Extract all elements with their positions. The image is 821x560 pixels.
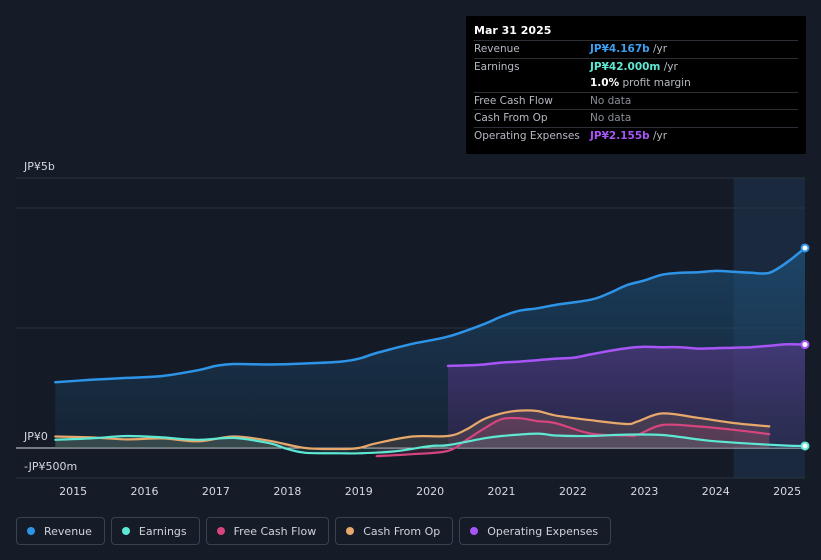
legend-dot-opex <box>470 527 479 535</box>
tooltip-label: Revenue <box>474 43 520 55</box>
x-tick-label: 2023 <box>630 485 658 498</box>
legend-dot-earnings <box>121 527 130 535</box>
line-opex <box>446 342 807 368</box>
x-tick-label: 2019 <box>345 485 373 498</box>
x-tick-label: 2025 <box>773 485 801 498</box>
tooltip-label: Operating Expenses <box>474 129 580 142</box>
tooltip-earnings-value: JP¥42.000m <box>590 60 661 73</box>
chart-legend: Revenue Earnings Free Cash Flow Cash Fro… <box>16 517 612 545</box>
line-earnings <box>54 432 807 455</box>
tooltip-row-earnings: Earnings JP¥42.000m /yr <box>474 57 798 76</box>
line-fcf <box>375 416 771 458</box>
legend-label: Revenue <box>44 524 92 538</box>
x-tick-label: 2016 <box>131 485 159 498</box>
tooltip-margin-unit: profit margin <box>622 77 691 89</box>
tooltip-row-revenue: Revenue JP¥4.167b /yr <box>474 40 798 58</box>
tooltip-unit: /yr <box>663 60 678 73</box>
tooltip-unit: /yr <box>652 43 668 55</box>
legend-cash-from-op[interactable]: Cash From Op <box>335 517 454 545</box>
tooltip-label: Free Cash Flow <box>474 94 553 107</box>
tooltip-revenue-value: JP¥4.167b <box>590 43 650 55</box>
x-tick-label: 2018 <box>273 485 301 498</box>
tooltip-label: Earnings <box>474 60 520 73</box>
tooltip-opex-value: JP¥2.155b <box>590 129 650 142</box>
legend-operating-expenses[interactable]: Operating Expenses <box>459 517 612 545</box>
tooltip-row-fcf: Free Cash Flow No data <box>474 91 798 110</box>
y-tick-label: JP¥0 <box>23 430 48 443</box>
line-revenue <box>54 246 807 384</box>
tooltip-row-cfo: Cash From Op No data <box>474 109 798 127</box>
tooltip-label: Cash From Op <box>474 112 548 124</box>
legend-earnings[interactable]: Earnings <box>110 517 200 545</box>
area-cfo <box>55 410 770 450</box>
x-tick-label: 2024 <box>702 485 730 498</box>
legend-dot-fcf <box>216 527 225 535</box>
y-tick-label: JP¥5b <box>23 160 55 173</box>
end-marker-revenue <box>800 243 810 253</box>
tooltip-row-margin: 1.0% profit margin <box>474 75 798 92</box>
line-cfo <box>54 409 771 451</box>
x-tick-label: 2021 <box>488 485 516 498</box>
x-tick-label: 2020 <box>416 485 444 498</box>
tooltip-date: Mar 31 2025 <box>474 24 552 37</box>
legend-dot-cfo <box>346 527 355 535</box>
x-tick-label: 2015 <box>59 485 87 498</box>
legend-free-cash-flow[interactable]: Free Cash Flow <box>205 517 330 545</box>
tooltip-margin-value: 1.0% <box>590 77 620 89</box>
legend-revenue[interactable]: Revenue <box>16 517 105 545</box>
area-earnings <box>55 433 806 454</box>
tooltip-unit: /yr <box>652 129 668 142</box>
x-tick-label: 2017 <box>202 485 230 498</box>
data-tooltip: Mar 31 2025 Revenue JP¥4.167b /yr Earnin… <box>466 16 806 154</box>
legend-label: Free Cash Flow <box>233 524 317 538</box>
legend-dot-revenue <box>27 527 35 535</box>
legend-label: Operating Expenses <box>487 524 599 538</box>
end-marker-opex <box>800 340 810 350</box>
tooltip-cfo-value: No data <box>590 112 632 124</box>
end-marker-earnings <box>800 441 810 451</box>
legend-label: Earnings <box>138 524 187 538</box>
x-tick-label: 2022 <box>559 485 587 498</box>
legend-label: Cash From Op <box>363 524 441 538</box>
y-tick-label: -JP¥500m <box>24 460 77 473</box>
tooltip-fcf-value: No data <box>590 94 632 107</box>
tooltip-row-opex: Operating Expenses JP¥2.155b /yr <box>474 126 798 145</box>
